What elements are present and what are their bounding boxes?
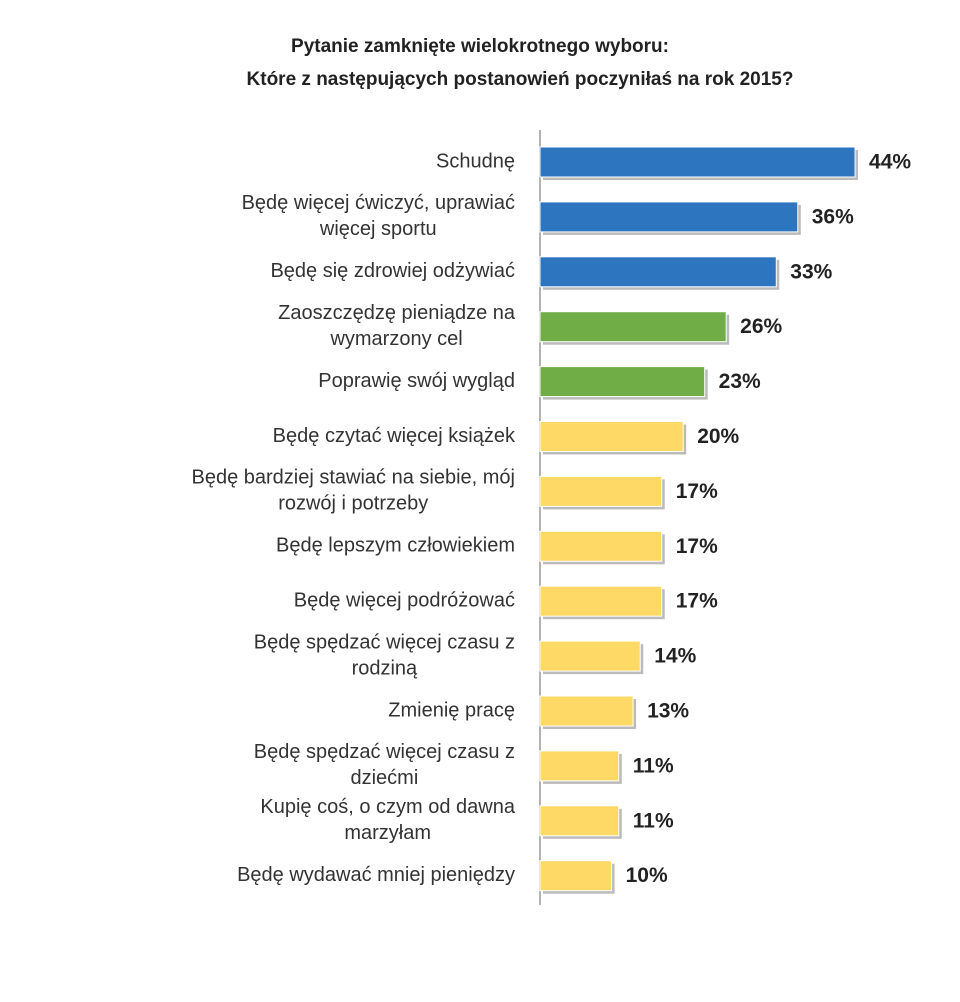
category-label: Będę więcej podróżować xyxy=(294,589,515,611)
category-label: Będę spędzać więcej czasu z xyxy=(254,631,515,653)
value-label: 44% xyxy=(869,151,911,174)
category-label: marzyłam xyxy=(344,822,431,844)
category-label: rozwój i potrzeby xyxy=(278,493,428,515)
category-label: więcej sportu xyxy=(319,218,437,240)
category-label: rodziną xyxy=(352,657,418,679)
value-label: 14% xyxy=(654,645,696,668)
bar xyxy=(539,695,634,727)
category-label: Będę spędzać więcej czasu z xyxy=(254,741,515,763)
bar xyxy=(539,146,856,178)
category-label: dziećmi xyxy=(350,767,418,789)
value-label: 11% xyxy=(633,754,674,777)
bar xyxy=(539,421,684,452)
bar xyxy=(539,256,777,288)
bar xyxy=(539,475,663,507)
value-label: 26% xyxy=(740,315,782,338)
bar xyxy=(539,805,620,837)
category-label: Będę się zdrowiej odżywiać xyxy=(270,260,515,282)
value-label: 13% xyxy=(647,700,689,723)
value-label: 10% xyxy=(626,864,668,887)
bar xyxy=(539,585,663,617)
value-label: 17% xyxy=(676,535,718,558)
bar xyxy=(539,750,620,782)
category-label: Będę lepszym człowiekiem xyxy=(276,535,515,557)
value-label: 23% xyxy=(719,370,761,393)
category-label: Będę więcej ćwiczyć, uprawiać xyxy=(242,192,515,214)
value-label: 20% xyxy=(697,425,739,448)
bar xyxy=(539,311,727,343)
bar xyxy=(539,640,641,672)
chart-title: Które z następujących postanowień poczyn… xyxy=(247,69,794,90)
value-label: 36% xyxy=(812,205,854,228)
category-label: wymarzony cel xyxy=(329,328,462,350)
bar xyxy=(539,201,799,233)
chart-title: Pytanie zamknięte wielokrotnego wyboru: xyxy=(291,36,669,57)
category-label: Będę bardziej stawiać na siebie, mój xyxy=(191,467,515,489)
category-label: Kupię coś, o czym od dawna xyxy=(260,796,515,818)
category-label: Będę wydawać mniej pieniędzy xyxy=(237,864,515,886)
bar xyxy=(539,530,663,562)
value-label: 17% xyxy=(676,480,718,503)
bar xyxy=(539,366,706,398)
category-label: Zmienię pracę xyxy=(388,699,515,721)
category-label: Poprawię swój wygląd xyxy=(318,370,515,392)
value-label: 11% xyxy=(633,809,674,832)
bar xyxy=(539,860,613,892)
category-label: Zaoszczędzę pieniądze na xyxy=(278,302,516,324)
category-label: Będę czytać więcej książek xyxy=(273,425,516,447)
category-label: Schudnę xyxy=(436,150,515,172)
value-label: 33% xyxy=(790,260,832,283)
value-label: 17% xyxy=(676,590,718,613)
